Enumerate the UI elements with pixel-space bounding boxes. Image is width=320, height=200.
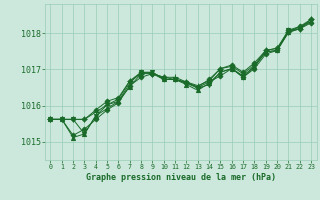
X-axis label: Graphe pression niveau de la mer (hPa): Graphe pression niveau de la mer (hPa) xyxy=(86,173,276,182)
